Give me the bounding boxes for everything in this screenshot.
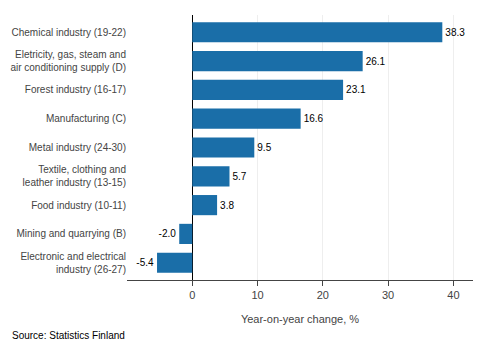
- svg-text:20: 20: [317, 289, 329, 301]
- svg-text:Forest industry (16-17): Forest industry (16-17): [25, 84, 126, 95]
- svg-text:Eletricity, gas, steam andair: Eletricity, gas, steam andair conditioni…: [10, 49, 126, 73]
- svg-text:Electronic and electricalindus: Electronic and electricalindustry (26-27…: [20, 251, 126, 275]
- svg-text:30: 30: [382, 289, 394, 301]
- svg-text:Chemical industry (19-22): Chemical industry (19-22): [12, 27, 127, 38]
- svg-text:40: 40: [447, 289, 459, 301]
- svg-text:0: 0: [189, 289, 195, 301]
- svg-text:Year-on-year change, %: Year-on-year change, %: [241, 313, 359, 325]
- svg-text:Manufacturing (C): Manufacturing (C): [46, 113, 126, 124]
- svg-text:3.8: 3.8: [220, 200, 234, 211]
- svg-text:5.7: 5.7: [232, 171, 246, 182]
- svg-text:38.3: 38.3: [445, 27, 465, 38]
- svg-text:23.1: 23.1: [346, 84, 366, 95]
- svg-text:Mining and quarrying (B): Mining and quarrying (B): [17, 228, 127, 239]
- svg-text:-5.4: -5.4: [136, 257, 154, 268]
- svg-text:16.6: 16.6: [304, 113, 324, 124]
- svg-text:10: 10: [251, 289, 263, 301]
- svg-text:Source: Statistics Finland: Source: Statistics Finland: [12, 330, 125, 341]
- svg-text:Textile, clothing andleather i: Textile, clothing andleather industry (1…: [23, 164, 126, 188]
- svg-text:Metal industry (24-30): Metal industry (24-30): [29, 142, 126, 153]
- svg-text:26.1: 26.1: [366, 56, 386, 67]
- svg-text:Food industry (10-11): Food industry (10-11): [31, 200, 126, 211]
- svg-text:-2.0: -2.0: [159, 228, 177, 239]
- svg-text:9.5: 9.5: [257, 142, 271, 153]
